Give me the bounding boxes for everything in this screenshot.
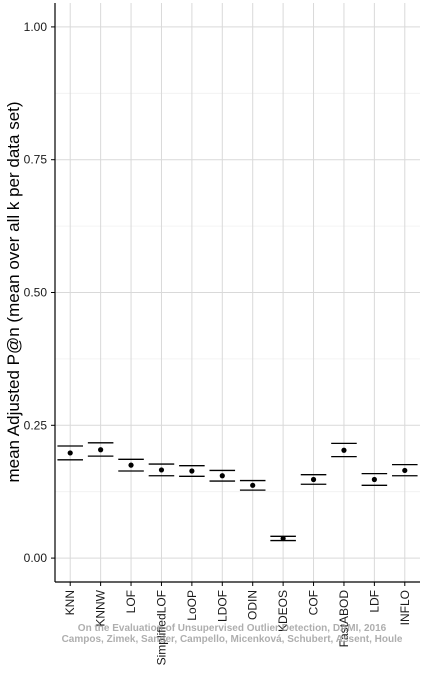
x-tick-label-odin: ODIN: [246, 590, 260, 620]
x-tick-label-simplifiedlof: SimplifiedLOF: [154, 590, 168, 665]
mean-point-simplifiedlof: [158, 467, 165, 473]
mean-point-lof: [128, 462, 134, 468]
watermark-line-2: Campos, Zimek, Sander, Campello, Micenko…: [62, 634, 403, 645]
x-tick-label-knn: KNN: [63, 590, 77, 615]
x-tick-label-loop: LoOP: [185, 590, 199, 621]
mean-point-knn: [67, 450, 73, 456]
mean-point-fastabod: [341, 447, 347, 453]
y-tick-labels: 0.00 0.25 0.50 0.75 1.00: [24, 20, 48, 565]
x-tick-label-inflo: INFLO: [398, 590, 412, 625]
mean-point-ldof: [219, 473, 225, 479]
marks-layer: [57, 442, 418, 542]
grid-layer: [55, 3, 420, 582]
x-tick-label-cof: COF: [307, 590, 321, 615]
watermark-line-1: On the Evaluation of Unsupervised Outlie…: [78, 623, 387, 634]
x-tick-label-ldf: LDF: [367, 590, 381, 613]
x-tick-label-lof: LOF: [124, 590, 138, 613]
mean-point-kdeos: [280, 535, 286, 542]
watermark: On the Evaluation of Unsupervised Outlie…: [62, 623, 403, 645]
mean-point-knnw: [98, 447, 104, 453]
y-tick-label: 0.00: [24, 551, 48, 565]
y-tick-label: 0.50: [24, 286, 48, 300]
axis-layer: [51, 3, 420, 586]
mean-point-inflo: [402, 467, 408, 474]
y-tick-label: 0.25: [24, 418, 48, 432]
x-tick-label-knnw: KNNW: [94, 589, 108, 626]
mean-point-ldf: [371, 476, 377, 483]
x-tick-label-kdeos: KDEOS: [276, 590, 290, 632]
x-tick-labels: KNN KNNW LOF SimplifiedLOF LoOP LDOF ODIN KDEOS…: [63, 589, 412, 665]
y-tick-label: 0.75: [24, 153, 48, 167]
x-tick-label-ldof: LDOF: [215, 590, 229, 622]
mean-point-cof: [310, 476, 317, 483]
mean-point-odin: [250, 482, 256, 488]
y-tick-label: 1.00: [24, 20, 48, 34]
mean-point-loop: [189, 468, 195, 474]
x-tick-label-fastabod: FastABOD: [337, 590, 351, 648]
y-axis-label: mean Adjusted P@n (mean over all k per d…: [4, 101, 23, 482]
